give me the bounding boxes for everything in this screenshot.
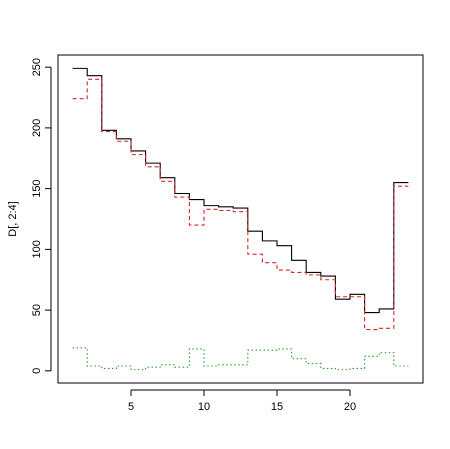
series-line-2 [72,78,409,331]
y-tick-label: 150 [31,179,43,197]
x-tick-label: 15 [271,401,283,413]
y-axis: 0 50 100 150 200 250 [31,58,52,374]
y-axis-label: D[, 2:4] [7,201,19,236]
plot-box [57,54,424,384]
y-tick-label: 250 [31,58,43,76]
x-tick-label: 20 [344,401,356,413]
y-tick-label: 100 [31,240,43,258]
x-tick-label: 10 [198,401,210,413]
y-tick-label: 50 [31,304,43,316]
y-tick-label: 0 [31,368,43,374]
series-line-3 [72,347,409,371]
x-axis: 5 10 15 20 [128,389,356,413]
series-layer [72,67,409,371]
x-tick-label: 5 [128,401,134,413]
y-tick-label: 200 [31,119,43,137]
series-line-1 [72,67,409,314]
